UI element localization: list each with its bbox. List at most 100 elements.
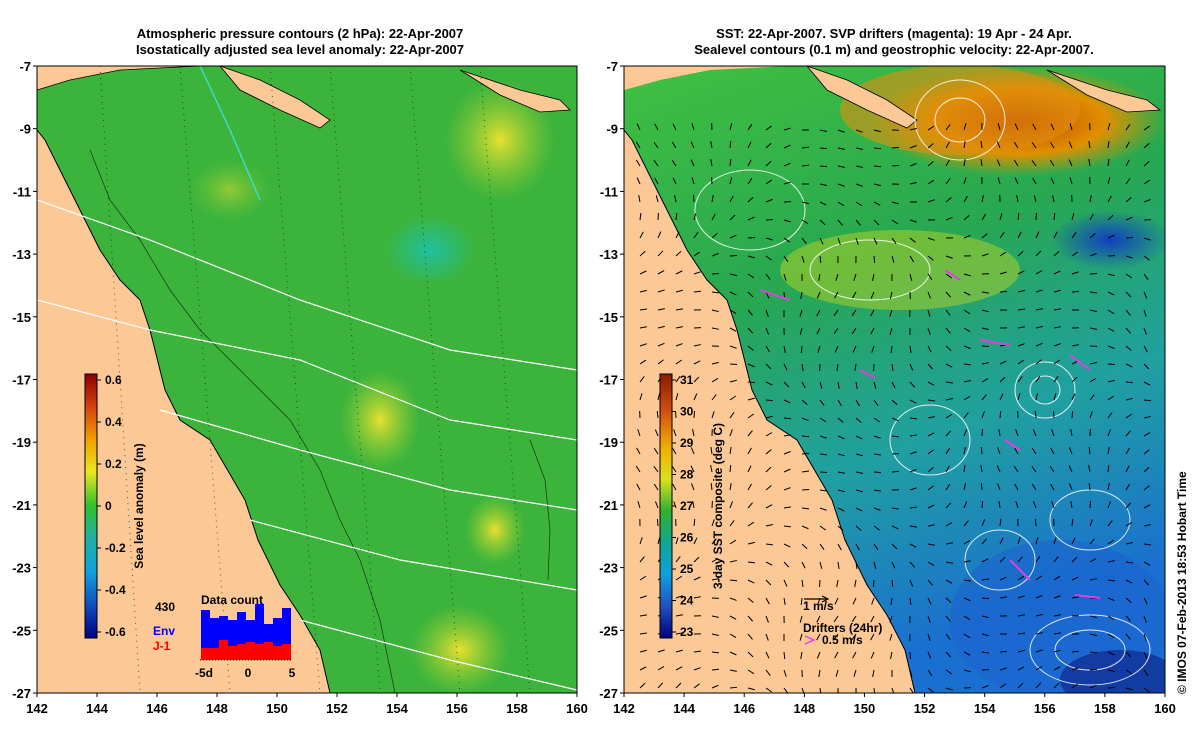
- x-tick-label: 156: [446, 701, 468, 716]
- x-tick-label: 142: [26, 701, 48, 716]
- env-bar: [282, 608, 291, 644]
- env-bar: [255, 604, 264, 644]
- velocity-scale-label: 1 m/s: [803, 599, 834, 613]
- velocity-arrow: [802, 453, 809, 454]
- env-bar: [210, 618, 219, 648]
- y-tick-label: -21: [12, 498, 31, 513]
- j1-bar: [228, 646, 237, 660]
- velocity-arrow: [657, 519, 658, 526]
- j1-bar: [264, 642, 273, 660]
- velocity-arrow: [730, 687, 737, 688]
- colorbar-tick-label: -0.4: [105, 583, 126, 597]
- velocity-arrow: [1108, 364, 1115, 365]
- x-tick-label: 160: [1154, 701, 1176, 716]
- velocity-arrow: [873, 580, 874, 587]
- y-tick-label: -13: [599, 247, 618, 262]
- y-tick-label: -17: [599, 373, 618, 388]
- env-legend: Env: [153, 624, 175, 638]
- drifter-speed-label: 0.5 m/s: [822, 633, 863, 647]
- velocity-arrow: [802, 436, 809, 437]
- velocity-arrow: [712, 669, 719, 670]
- velocity-arrow: [730, 364, 737, 365]
- y-tick-label: -9: [19, 122, 31, 137]
- y-tick-label: -17: [12, 373, 31, 388]
- j1-bar: [210, 648, 219, 660]
- data-count-tick-left: -5d: [195, 666, 213, 680]
- y-tick-label: -13: [12, 247, 31, 262]
- right-y-axis: -7-9-11-13-15-17-19-21-23-25-27: [599, 59, 624, 701]
- left-title-line2: Isostatically adjusted sea level anomaly…: [136, 42, 464, 57]
- x-tick-label: 144: [86, 701, 108, 716]
- x-tick-label: 146: [146, 701, 168, 716]
- velocity-arrow: [892, 165, 899, 166]
- right-map: [624, 65, 1180, 710]
- colorbar-tick-label: 30: [680, 405, 694, 419]
- velocity-arrow: [1090, 501, 1091, 508]
- j1-legend: J-1: [153, 639, 171, 653]
- data-count-title: Data count: [201, 593, 263, 607]
- data-count-max: 430: [155, 600, 175, 614]
- y-tick-label: -27: [599, 686, 618, 701]
- velocity-arrow: [982, 598, 989, 599]
- colorbar-tick-label: 28: [680, 468, 694, 482]
- velocity-arrow: [784, 418, 791, 419]
- colorbar-tick-label: 0: [105, 499, 112, 513]
- j1-bar: [246, 642, 255, 660]
- colorbar-tick-label: 31: [680, 373, 694, 387]
- velocity-arrow: [694, 411, 695, 418]
- right-cloud-cold: [1050, 210, 1170, 270]
- x-tick-label: 146: [733, 701, 755, 716]
- env-bar: [237, 612, 246, 644]
- colorbar-tick-label: 0.2: [105, 457, 122, 471]
- velocity-arrow: [730, 580, 737, 581]
- left-anomaly-e: [465, 495, 525, 565]
- env-bar: [246, 620, 255, 642]
- left-y-axis: -7-9-11-13-15-17-19-21-23-25-27: [12, 59, 37, 701]
- env-bar: [264, 624, 273, 642]
- velocity-arrow: [820, 148, 827, 149]
- velocity-arrow: [874, 256, 875, 263]
- colorbar-tick-label: 23: [680, 625, 694, 639]
- x-tick-label: 148: [206, 701, 228, 716]
- right-title-line2: Sealevel contours (0.1 m) and geostrophi…: [694, 42, 1094, 57]
- imos-credit: © IMOS 07-Feb-2013 18:53 Hobart Time: [1175, 471, 1189, 694]
- data-count-tick-zero: 0: [245, 666, 252, 680]
- y-tick-label: -19: [12, 435, 31, 450]
- colorbar-tick-label: 0.4: [105, 415, 122, 429]
- x-tick-label: 158: [506, 701, 528, 716]
- velocity-arrow: [748, 382, 755, 383]
- j1-bar: [282, 644, 291, 660]
- y-tick-label: -23: [12, 561, 31, 576]
- env-bar: [219, 616, 228, 640]
- y-tick-label: -19: [599, 435, 618, 450]
- left-anomaly-center: [340, 370, 420, 470]
- velocity-arrow: [712, 273, 719, 274]
- velocity-arrow: [981, 483, 982, 490]
- velocity-arrow: [1072, 291, 1079, 292]
- velocity-arrow: [1108, 687, 1115, 688]
- right-colorbar-label: 3-day SST composite (deg C): [711, 423, 725, 589]
- velocity-arrow: [1000, 651, 1007, 652]
- j1-bar: [219, 640, 228, 660]
- x-tick-label: 154: [386, 701, 408, 716]
- velocity-arrow: [766, 400, 773, 401]
- x-tick-label: 142: [613, 701, 635, 716]
- colorbar-tick-label: -0.2: [105, 541, 126, 555]
- x-tick-label: 154: [974, 701, 996, 716]
- y-tick-label: -15: [599, 310, 618, 325]
- x-tick-label: 152: [914, 701, 936, 716]
- x-tick-label: 150: [854, 701, 876, 716]
- velocity-arrow: [1000, 291, 1007, 292]
- velocity-arrow: [801, 346, 802, 353]
- j1-bar: [201, 648, 210, 660]
- velocity-arrow: [820, 166, 827, 167]
- velocity-arrow: [748, 237, 755, 238]
- colorbar-tick-label: 26: [680, 531, 694, 545]
- velocity-arrow: [1035, 519, 1036, 526]
- velocity-arrow: [874, 472, 881, 473]
- y-tick-label: -25: [599, 623, 618, 638]
- velocity-arrow: [982, 429, 983, 436]
- env-bar: [273, 618, 282, 646]
